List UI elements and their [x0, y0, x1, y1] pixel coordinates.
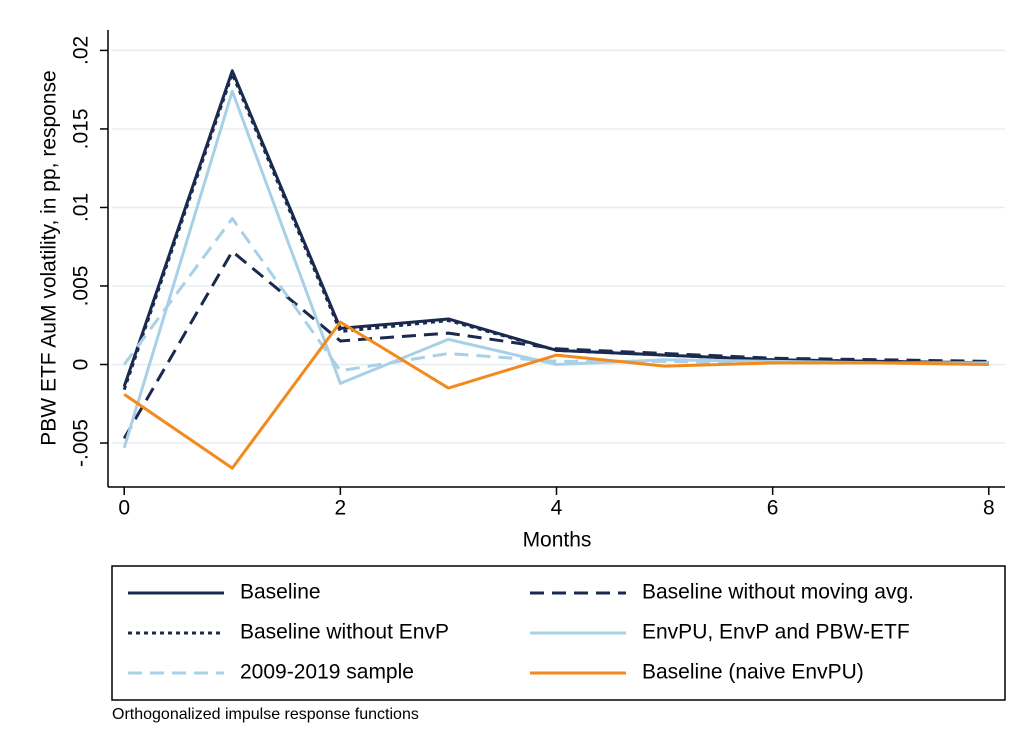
x-tick-label: 8	[983, 497, 995, 520]
series-line	[122, 69, 989, 387]
legend-label: 2009-2019 sample	[240, 661, 414, 684]
x-tick-label: 0	[118, 497, 130, 520]
y-tick-label: .015	[70, 109, 93, 150]
x-tick-label: 2	[335, 497, 347, 520]
series-line	[122, 249, 989, 440]
y-tick-label: 0	[70, 359, 93, 371]
y-tick-label: .02	[70, 36, 93, 65]
x-axis-title: Months	[523, 529, 592, 552]
series-line	[123, 216, 989, 373]
y-axis-title: PBW ETF AuM volatility, in pp, response	[38, 70, 61, 445]
legend-label: EnvPU, EnvP and PBW-ETF	[642, 621, 910, 644]
legend-label: Baseline without EnvP	[240, 621, 449, 644]
legend-label: Baseline	[240, 581, 321, 604]
legend-box	[111, 565, 1006, 701]
note: Orthogonalized impulse response function…	[112, 706, 419, 723]
series-line	[123, 320, 989, 470]
y-tick-label: .01	[70, 193, 93, 222]
legend-label: Baseline without moving avg.	[642, 581, 914, 604]
y-tick-label: -.005	[70, 419, 93, 467]
x-tick-label: 4	[551, 497, 563, 520]
series-line	[122, 72, 989, 391]
legend-label: Baseline (naive EnvPU)	[642, 661, 864, 684]
y-tick-label: .005	[70, 266, 93, 307]
x-tick-label: 6	[767, 497, 779, 520]
